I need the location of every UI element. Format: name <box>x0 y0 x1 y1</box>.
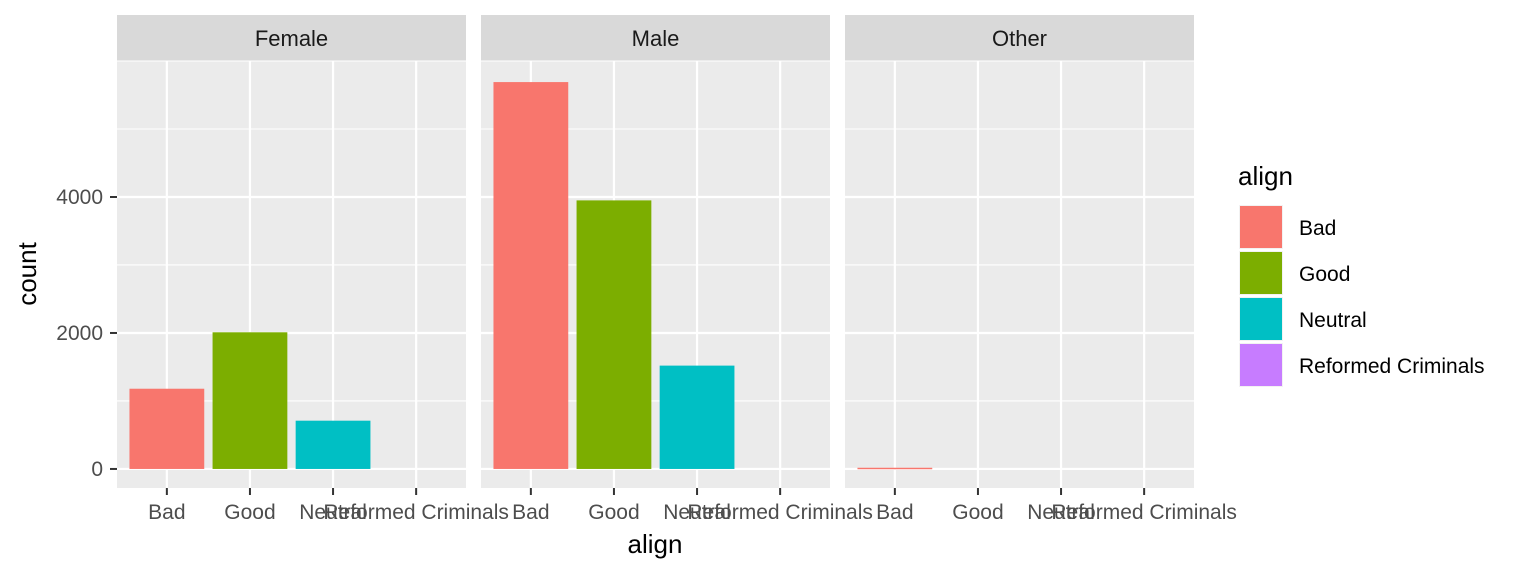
bar-male-bad <box>493 82 569 469</box>
bar-other-bad <box>857 467 933 470</box>
facet-strip-label: Male <box>632 26 680 51</box>
bar-female-good <box>212 332 288 469</box>
y-tick-label: 4000 <box>56 186 103 209</box>
legend-label: Good <box>1299 263 1350 286</box>
y-tick-label: 0 <box>91 458 103 481</box>
legend-label: Bad <box>1299 217 1336 240</box>
y-tick-label: 2000 <box>56 322 103 345</box>
x-tick-label: Reformed Criminals <box>687 501 873 524</box>
x-axis-title: align <box>628 529 683 559</box>
facet-strip <box>117 15 466 61</box>
bar-female-bad <box>129 388 205 469</box>
legend-swatch-neutral <box>1240 298 1282 340</box>
legend-label: Neutral <box>1299 309 1367 332</box>
x-tick-label: Bad <box>876 501 913 524</box>
legend-swatch-bad <box>1240 206 1282 248</box>
y-axis: 0 2000 4000 <box>56 186 117 481</box>
x-tick-label: Bad <box>148 501 185 524</box>
x-tick-label: Reformed Criminals <box>323 501 509 524</box>
bar-female-neutral <box>295 420 371 469</box>
bar-male-neutral <box>659 365 735 469</box>
x-tick-label: Good <box>224 501 275 524</box>
facet-strip <box>845 15 1194 61</box>
legend: align Bad Good Neutral Reformed Criminals <box>1238 161 1485 387</box>
facet-strip-label: Female <box>255 26 328 51</box>
x-tick-label: Neutral <box>1027 501 1095 524</box>
facet-strip <box>481 15 830 61</box>
legend-swatch-reformed-criminals <box>1240 344 1282 386</box>
legend-swatch-good <box>1240 252 1282 294</box>
x-tick-label: Neutral <box>663 501 731 524</box>
x-tick-label: Good <box>588 501 639 524</box>
panel-background <box>845 61 1194 488</box>
x-tick-label: Good <box>952 501 1003 524</box>
x-tick-label: Neutral <box>299 501 367 524</box>
legend-label: Reformed Criminals <box>1299 355 1485 378</box>
x-tick-label: Reformed Criminals <box>1051 501 1237 524</box>
x-tick-label: Bad <box>512 501 549 524</box>
legend-title: align <box>1238 161 1293 191</box>
bar-male-good <box>576 200 652 469</box>
facet-strip-label: Other <box>992 26 1047 51</box>
y-axis-title: count <box>12 241 42 305</box>
